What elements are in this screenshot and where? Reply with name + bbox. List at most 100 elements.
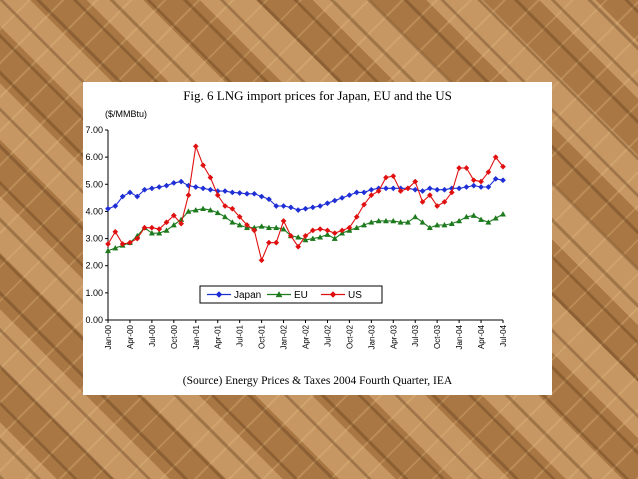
data-point-japan	[361, 189, 367, 196]
data-point-eu	[463, 213, 470, 220]
data-point-us	[390, 173, 397, 180]
y-axis-label: ($/MMBtu)	[105, 109, 147, 119]
data-point-japan	[287, 204, 294, 211]
data-point-japan	[500, 177, 506, 184]
y-tick-label: 5.00	[85, 179, 103, 189]
x-tick-label: Jul-02	[323, 324, 332, 346]
y-tick-label: 3.00	[85, 234, 103, 244]
data-point-japan	[251, 190, 258, 197]
data-point-japan	[426, 185, 433, 192]
data-point-eu	[404, 219, 411, 225]
data-point-us	[141, 224, 148, 231]
data-point-eu	[265, 224, 272, 231]
data-point-eu	[170, 221, 177, 228]
data-point-eu	[236, 221, 243, 228]
data-point-japan	[273, 203, 280, 209]
data-point-us	[302, 232, 309, 239]
data-point-eu	[426, 224, 433, 231]
y-tick-label: 7.00	[85, 125, 103, 135]
data-point-us	[441, 198, 448, 205]
data-point-us	[434, 203, 441, 209]
data-point-us	[105, 241, 111, 247]
data-point-eu	[397, 219, 404, 225]
data-point-japan	[383, 185, 389, 192]
data-point-us	[353, 213, 360, 220]
x-tick-label: Jul-01	[236, 324, 245, 346]
data-point-japan	[112, 203, 119, 209]
y-tick-label: 0.00	[85, 315, 103, 325]
data-point-eu	[448, 220, 455, 226]
data-point-us	[448, 189, 455, 196]
data-point-us	[222, 203, 228, 209]
data-point-us	[214, 192, 221, 199]
data-point-us	[178, 220, 185, 227]
x-tick-label: Oct-01	[258, 324, 267, 349]
data-point-eu	[156, 230, 163, 236]
data-point-japan	[258, 193, 265, 200]
series-japan	[105, 175, 506, 214]
legend-marker-eu	[275, 290, 283, 298]
series-us	[105, 143, 506, 264]
data-point-eu	[214, 209, 221, 216]
data-point-japan	[478, 184, 485, 190]
data-point-japan	[353, 189, 360, 196]
x-tick-label: Jul-04	[499, 324, 508, 346]
data-point-us	[134, 235, 141, 242]
data-point-eu	[470, 212, 477, 218]
data-point-us	[331, 230, 338, 237]
data-point-us	[463, 165, 470, 171]
data-point-eu	[302, 236, 309, 243]
data-point-us	[419, 198, 426, 205]
data-point-us	[361, 201, 367, 208]
data-point-us	[163, 219, 170, 226]
data-point-us	[156, 226, 163, 233]
line-chart: ($/MMBtu) 0.00 1.00 2.00 3.00 4.00 5.00 6.00 7.…	[85, 109, 508, 349]
data-point-us	[339, 227, 346, 234]
legend-label-eu: EU	[294, 290, 308, 301]
data-point-us	[185, 192, 192, 199]
data-point-japan	[309, 204, 316, 211]
data-point-us	[126, 239, 133, 246]
data-point-us	[412, 178, 419, 185]
data-point-us	[119, 241, 126, 247]
data-point-japan	[463, 184, 470, 190]
data-point-eu	[280, 225, 287, 232]
data-point-us	[485, 169, 492, 176]
data-point-us	[309, 227, 316, 234]
data-point-eu	[324, 231, 331, 237]
data-point-us	[397, 188, 404, 195]
data-point-japan	[280, 203, 287, 209]
data-point-japan	[105, 205, 111, 212]
data-point-us	[295, 243, 302, 250]
data-point-us	[229, 205, 236, 212]
data-point-eu	[317, 234, 324, 240]
data-point-eu	[456, 217, 463, 224]
data-point-eu	[104, 247, 112, 254]
y-tick-label: 6.00	[85, 152, 103, 162]
data-point-japan	[317, 203, 324, 209]
data-point-eu	[360, 221, 368, 228]
data-point-japan	[346, 192, 353, 199]
data-point-us	[192, 143, 199, 150]
x-tick-label: Jan-03	[367, 324, 376, 349]
chart-axes: 0.00 1.00 2.00 3.00 4.00 5.00 6.00 7.00 Jan-00 Ap…	[85, 125, 508, 349]
data-point-eu	[478, 216, 485, 222]
y-tick-label: 1.00	[85, 288, 103, 298]
x-tick-label: Oct-02	[345, 324, 354, 349]
data-point-japan	[441, 186, 448, 193]
data-point-eu	[192, 206, 199, 213]
data-point-eu	[353, 224, 360, 231]
data-point-eu	[200, 205, 207, 212]
data-point-us	[148, 224, 155, 231]
data-point-eu	[309, 235, 316, 241]
data-point-japan	[119, 193, 126, 200]
data-point-japan	[156, 184, 163, 190]
data-point-us	[244, 222, 250, 228]
data-point-us	[207, 174, 214, 181]
x-tick-label: Jul-00	[148, 324, 157, 346]
data-point-us	[383, 174, 389, 181]
data-point-japan	[207, 186, 214, 193]
x-tick-label: Jan-04	[455, 324, 464, 349]
data-point-us	[200, 162, 207, 169]
data-point-us	[258, 257, 265, 264]
